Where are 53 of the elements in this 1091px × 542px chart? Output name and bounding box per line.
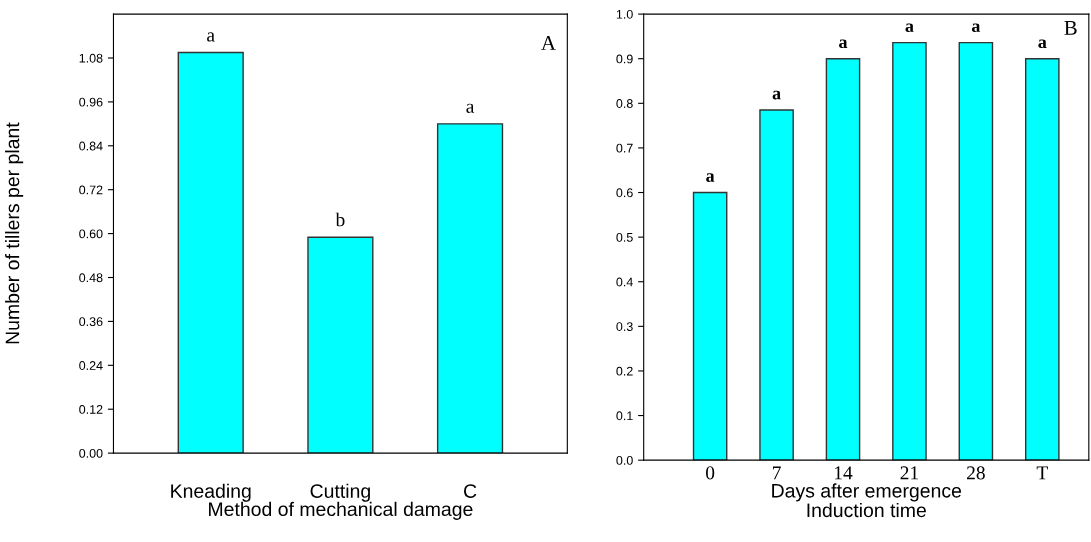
annotation: a	[905, 23, 914, 33]
annotation: a	[971, 23, 981, 33]
x-tick-label: Kneading	[171, 483, 251, 502]
x-tick-label: Cutting	[310, 483, 370, 502]
x-tick-label: C	[464, 484, 477, 498]
x-tick-label: 21	[900, 466, 918, 480]
y-tick-label: 1.08	[79, 53, 103, 63]
x-axis-title: Days after emergence Induction time	[772, 483, 962, 518]
y-tick-label: 0.1	[616, 411, 633, 421]
y-tick-label: 0.72	[79, 185, 103, 195]
annotation: a	[772, 90, 781, 100]
bar	[436, 123, 504, 454]
bar	[958, 41, 994, 461]
bar	[1025, 58, 1060, 461]
annotation: B	[1064, 21, 1077, 35]
y-axis-title: Number of tillers per plant	[5, 122, 24, 344]
bar	[825, 58, 861, 461]
y-tick-label: 0.3	[616, 322, 633, 331]
y-tick-label: 0.12	[79, 405, 103, 414]
y-tick-label: 0.0	[616, 455, 633, 465]
y-tick-label: 0.60	[79, 229, 103, 239]
y-tick-label: 0.5	[616, 232, 633, 242]
annotation: a	[207, 32, 215, 42]
y-tick-label: 0.00	[79, 448, 103, 458]
y-tick-label: 0.36	[79, 317, 103, 327]
annotation: A	[541, 36, 556, 50]
y-tick-label: 0.96	[79, 97, 103, 107]
bar	[177, 51, 244, 454]
y-tick-label: 0.48	[79, 273, 103, 283]
x-tick-label: 28	[967, 466, 985, 480]
y-tick-label: 0.7	[616, 143, 633, 153]
y-tick-label: 0.8	[616, 99, 633, 108]
y-tick-label: 0.2	[616, 366, 633, 376]
y-tick-label: 0.24	[79, 361, 103, 370]
annotation: b	[335, 212, 345, 227]
annotation: a	[466, 103, 475, 113]
y-tick-label: 0.6	[616, 188, 633, 198]
x-tick-label: 7	[772, 466, 781, 480]
x-tick-label: T	[1036, 466, 1048, 480]
bar	[307, 236, 374, 454]
x-tick-label: 14	[834, 466, 853, 480]
annotation: a	[706, 173, 715, 182]
bar	[692, 191, 728, 461]
x-tick-label: 0	[706, 466, 715, 480]
y-tick-label: 1.0	[616, 9, 633, 19]
x-axis-title: Method of mechanical damage	[209, 501, 473, 520]
y-tick-label: 0.84	[79, 141, 103, 151]
y-tick-label: 0.4	[616, 277, 633, 287]
annotation: a	[1038, 39, 1047, 49]
y-tick-label: 0.9	[616, 54, 633, 64]
annotation: a	[839, 39, 848, 49]
bar	[759, 109, 794, 461]
bar	[892, 41, 927, 461]
